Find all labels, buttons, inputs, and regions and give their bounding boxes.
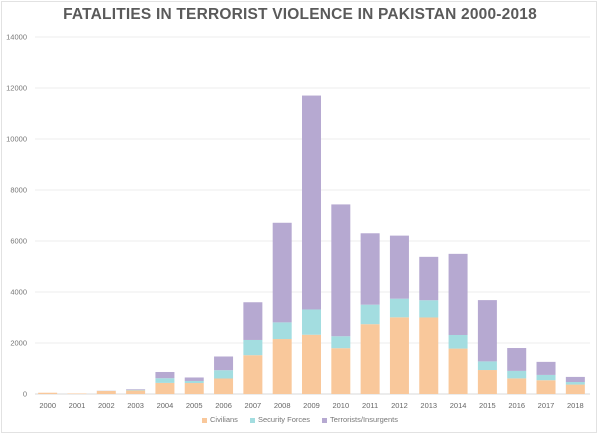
- bar-terrorists-insurgents-2012: [389, 235, 409, 299]
- legend: Civilians Security Forces Terrorists/Insur…: [0, 415, 600, 424]
- bar-terrorists-insurgents-2017: [536, 361, 556, 375]
- x-tick-label: 2003: [127, 401, 144, 410]
- x-tick-label: 2006: [215, 401, 232, 410]
- y-tick-label: 10000: [6, 135, 27, 144]
- bar-civilians-2011: [360, 324, 380, 394]
- bar-civilians-2005: [184, 383, 204, 394]
- bar-terrorists-insurgents-2013: [419, 256, 439, 301]
- x-tick-label: 2010: [332, 401, 349, 410]
- x-tick-label: 2002: [98, 401, 115, 410]
- x-tick-label: 2015: [479, 401, 496, 410]
- legend-item: Civilians: [202, 415, 238, 424]
- x-tick-label: 2009: [303, 401, 320, 410]
- bar-security-forces-2016: [507, 370, 527, 379]
- legend-label: Security Forces: [257, 415, 311, 424]
- bar-civilians-2006: [214, 378, 234, 394]
- bar-civilians-2008: [272, 339, 292, 394]
- x-tick-label: 2013: [420, 401, 437, 410]
- y-tick-label: 2000: [10, 339, 27, 348]
- x-tick-label: 2016: [508, 401, 525, 410]
- x-tick-label: 2014: [450, 401, 467, 410]
- bar-security-forces-2006: [214, 370, 234, 379]
- bar-security-forces-2015: [477, 361, 497, 371]
- bar-civilians-2001: [67, 393, 87, 394]
- x-tick-label: 2008: [274, 401, 291, 410]
- bar-security-forces-2013: [419, 300, 439, 318]
- bar-civilians-2012: [389, 317, 409, 394]
- legend-label: Terrorists/Insurgents: [330, 415, 398, 424]
- bar-security-forces-2003: [126, 389, 146, 391]
- y-tick-label: 0: [23, 390, 27, 399]
- bar-civilians-2017: [536, 380, 556, 394]
- bar-civilians-2010: [331, 348, 351, 394]
- bar-civilians-2018: [565, 384, 585, 394]
- x-tick-label: 2004: [157, 401, 174, 410]
- bar-civilians-2009: [302, 334, 321, 394]
- bar-terrorists-insurgents-2007: [243, 302, 263, 340]
- bar-terrorists-insurgents-2011: [360, 233, 380, 305]
- bar-terrorists-insurgents-2016: [507, 348, 527, 371]
- x-tick-label: 2007: [245, 401, 262, 410]
- chart-title: FATALITIES IN TERRORIST VIOLENCE IN PAKI…: [63, 6, 537, 23]
- bar-terrorists-insurgents-2003: [126, 389, 146, 390]
- bar-terrorists-insurgents-2010: [331, 204, 351, 337]
- x-tick-label: 2001: [69, 401, 86, 410]
- bar-security-forces-2007: [243, 339, 263, 356]
- y-tick-label: 14000: [6, 33, 27, 42]
- bar-civilians-2015: [477, 370, 497, 394]
- bar-terrorists-insurgents-2018: [565, 376, 585, 383]
- legend-label: Civilians: [210, 415, 238, 424]
- legend-swatch: [202, 417, 207, 423]
- bar-civilians-2003: [126, 390, 146, 394]
- bar-civilians-2016: [507, 378, 527, 394]
- bar-security-forces-2017: [536, 374, 556, 381]
- bar-terrorists-insurgents-2006: [214, 356, 234, 371]
- y-tick-label: 4000: [10, 288, 27, 297]
- bar-terrorists-insurgents-2009: [302, 95, 321, 310]
- y-tick-label: 12000: [6, 84, 27, 93]
- x-tick-label: 2018: [567, 401, 584, 410]
- legend-swatch: [249, 417, 255, 423]
- bar-terrorists-insurgents-2008: [272, 222, 292, 323]
- bar-security-forces-2009: [302, 309, 321, 335]
- bar-civilians-2004: [155, 382, 175, 394]
- legend-item: Security Forces: [249, 415, 311, 424]
- x-tick-label: 2005: [186, 401, 203, 410]
- x-tick-label: 2011: [362, 401, 378, 410]
- bar-terrorists-insurgents-2015: [477, 300, 497, 362]
- x-tick-label: 2017: [538, 401, 555, 410]
- bar-security-forces-2010: [331, 336, 351, 349]
- legend-item: Terrorists/Insurgents: [322, 415, 398, 424]
- bar-security-forces-2018: [565, 382, 585, 385]
- bar-civilians-2002: [96, 390, 116, 394]
- bar-terrorists-insurgents-2014: [448, 253, 468, 335]
- bar-security-forces-2008: [272, 322, 292, 340]
- bar-civilians-2007: [243, 355, 263, 394]
- bar-security-forces-2011: [360, 304, 380, 325]
- bar-civilians-2000: [38, 392, 58, 394]
- x-tick-label: 2012: [391, 401, 408, 410]
- bar-security-forces-2012: [389, 298, 409, 318]
- bar-security-forces-2004: [155, 378, 175, 383]
- bar-terrorists-insurgents-2005: [184, 377, 204, 381]
- bar-civilians-2013: [419, 317, 439, 394]
- legend-swatch: [322, 417, 328, 423]
- bar-civilians-2014: [448, 348, 468, 394]
- y-tick-label: 8000: [10, 186, 27, 195]
- x-tick-label: 2000: [39, 401, 56, 410]
- bar-security-forces-2005: [184, 380, 204, 384]
- bar-terrorists-insurgents-2004: [155, 371, 175, 379]
- bar-security-forces-2014: [448, 334, 468, 349]
- y-tick-label: 6000: [10, 237, 27, 246]
